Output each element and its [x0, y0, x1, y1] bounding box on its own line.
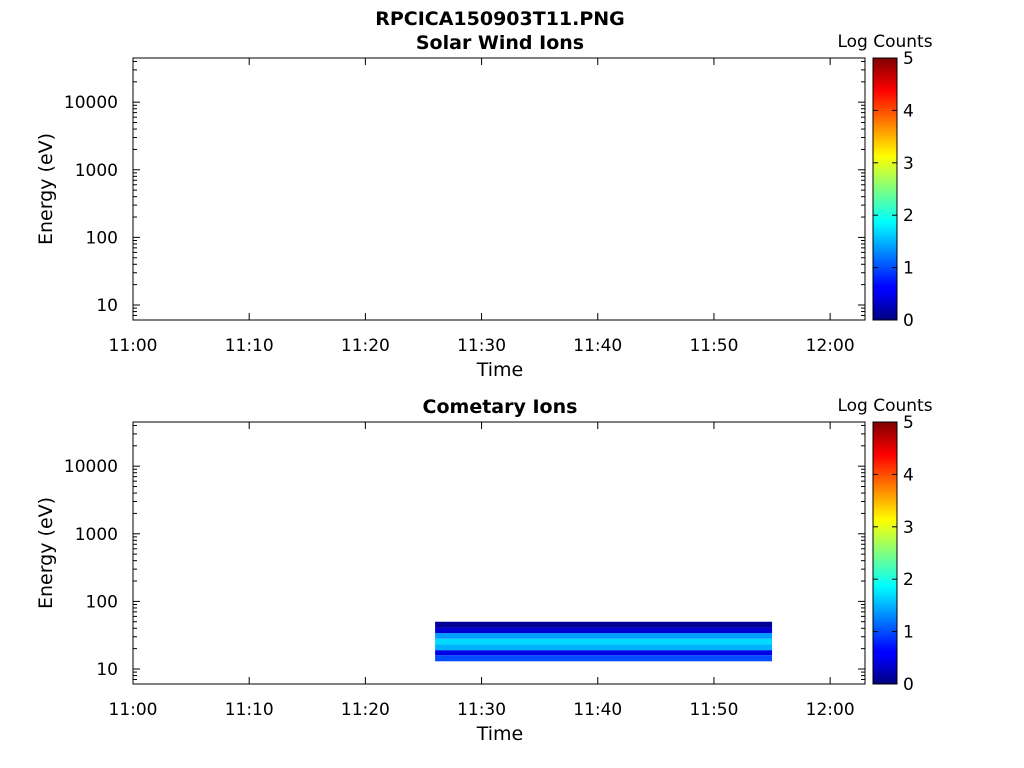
- colorbar-tick-label: 4: [903, 465, 914, 485]
- colorbar-tick-label: 0: [903, 311, 914, 331]
- heatmap-cell: [435, 655, 773, 662]
- x-tick-label: 11:50: [689, 700, 738, 720]
- x-axis-ticks: 11:00 11:10 11:20 11:30 11:40 11:50 12:00: [109, 422, 855, 720]
- colorbar-ticks: 0 1 2 3 4 5: [873, 49, 914, 331]
- colorbar-tick-label: 3: [903, 518, 914, 538]
- colorbar-tick-label: 2: [903, 206, 914, 226]
- x-tick-label: 11:10: [225, 700, 274, 720]
- panel-title: Solar Wind Ions: [416, 32, 584, 54]
- colorbar-ticks: 0 1 2 3 4 5: [873, 413, 914, 695]
- colorbar: [872, 57, 898, 321]
- y-axis-ticks: 10 100 1000 10000: [64, 424, 865, 685]
- x-tick-label: 11:40: [573, 700, 622, 720]
- x-tick-label: 11:20: [341, 700, 390, 720]
- heatmap-cell: [435, 650, 773, 656]
- x-tick-label: 12:00: [806, 336, 855, 356]
- y-tick-label: 1000: [75, 525, 118, 545]
- x-tick-label: 11:00: [109, 700, 158, 720]
- heatmap-cell: [435, 621, 773, 628]
- panel-title: Cometary Ions: [423, 396, 578, 418]
- x-tick-label: 11:20: [341, 336, 390, 356]
- colorbar-label: Log Counts: [837, 396, 932, 416]
- colorbar-tick-label: 1: [903, 259, 914, 279]
- x-tick-label: 11:40: [573, 336, 622, 356]
- y-tick-label: 10: [96, 296, 118, 316]
- y-tick-label: 10: [96, 660, 118, 680]
- heatmap-cell: [435, 627, 773, 634]
- plot-frame: [132, 57, 866, 321]
- x-tick-label: 11:30: [457, 700, 506, 720]
- colorbar-label: Log Counts: [837, 32, 932, 52]
- colorbar-tick-label: 0: [903, 675, 914, 695]
- x-axis-label: Time: [476, 723, 524, 745]
- x-tick-label: 11:10: [225, 336, 274, 356]
- x-axis-label: Time: [476, 359, 524, 381]
- colorbar-tick-label: 2: [903, 570, 914, 590]
- y-axis-ticks: 10 100 1000 10000: [64, 60, 865, 321]
- x-tick-label: 11:50: [689, 336, 738, 356]
- heatmap-area: [435, 621, 773, 662]
- y-axis-label: Energy (eV): [35, 497, 57, 609]
- figure-title: RPCICA150903T11.PNG: [375, 8, 625, 30]
- colorbar: [872, 421, 898, 685]
- y-tick-label: 100: [86, 228, 118, 248]
- colorbar-tick-label: 5: [903, 413, 914, 433]
- y-axis-label: Energy (eV): [35, 133, 57, 245]
- colorbar-tick-label: 4: [903, 101, 914, 121]
- y-tick-label: 1000: [75, 161, 118, 181]
- plot-frame: [132, 421, 866, 685]
- y-tick-label: 10000: [64, 457, 118, 477]
- heatmap-cell: [435, 638, 773, 645]
- x-tick-label: 11:00: [109, 336, 158, 356]
- y-tick-label: 10000: [64, 93, 118, 113]
- y-tick-label: 100: [86, 592, 118, 612]
- cometary-ions-panel: Cometary Ions 11:00 11:10 11:20 11:30 11:40 1…: [35, 396, 933, 745]
- x-tick-label: 12:00: [806, 700, 855, 720]
- colorbar-tick-label: 1: [903, 623, 914, 643]
- x-tick-label: 11:30: [457, 336, 506, 356]
- heatmap-cell: [435, 644, 773, 651]
- solar-wind-panel: Solar Wind Ions 11:00 11:10 11:20 11:30 11:4…: [35, 32, 933, 381]
- heatmap-cell: [435, 633, 773, 639]
- colorbar-tick-label: 3: [903, 154, 914, 174]
- colorbar-tick-label: 5: [903, 49, 914, 69]
- x-axis-ticks: 11:00 11:10 11:20 11:30 11:40 11:50 12:00: [109, 58, 855, 356]
